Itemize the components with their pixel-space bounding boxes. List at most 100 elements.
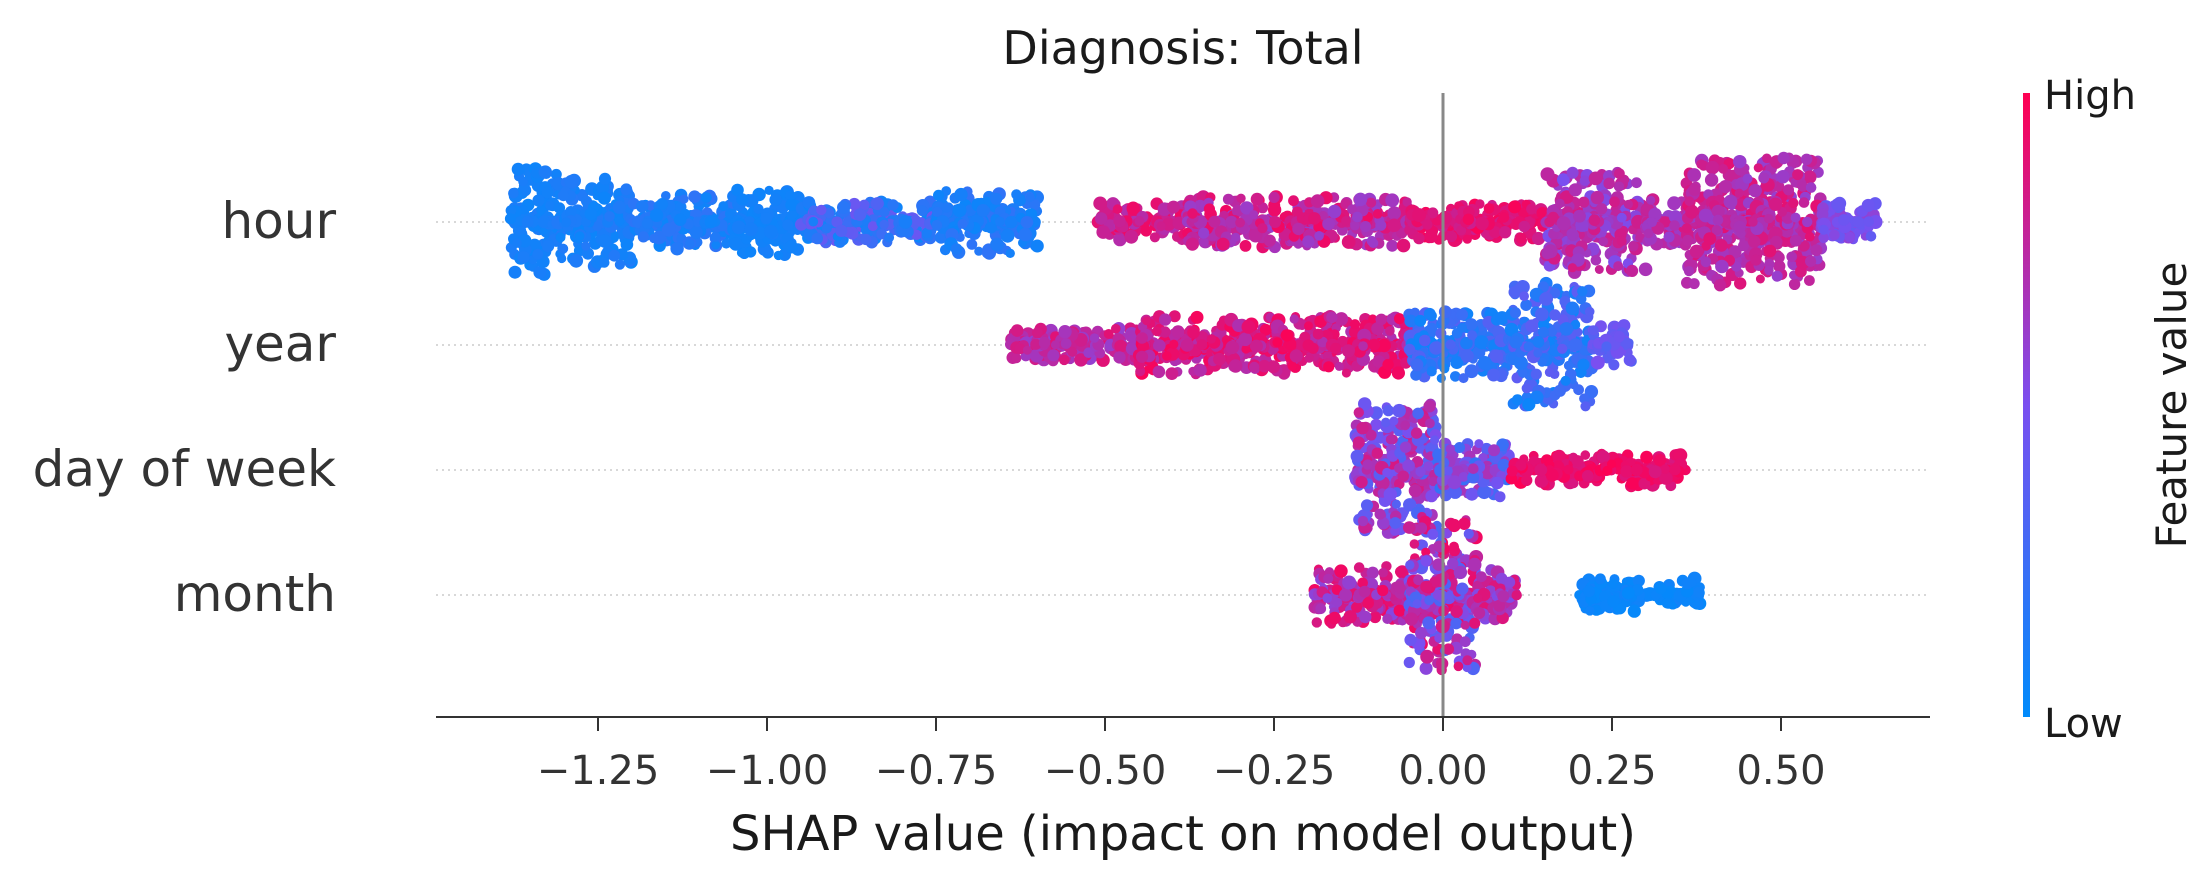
shap-point bbox=[512, 238, 522, 248]
shap-point bbox=[1616, 212, 1627, 223]
shap-point bbox=[1350, 449, 1364, 463]
shap-point bbox=[1113, 232, 1127, 247]
shap-point bbox=[1609, 196, 1620, 208]
shap-point bbox=[785, 198, 798, 211]
shap-point bbox=[858, 199, 870, 211]
shap-point bbox=[853, 208, 867, 221]
shap-point bbox=[1590, 355, 1605, 370]
shap-point bbox=[545, 200, 556, 211]
shap-point bbox=[1135, 350, 1149, 363]
shap-point bbox=[1753, 163, 1763, 173]
shap-point bbox=[1630, 463, 1643, 476]
shap-point bbox=[1050, 340, 1060, 350]
shap-point bbox=[1595, 203, 1608, 215]
shap-point bbox=[1198, 227, 1210, 239]
shap-point bbox=[1800, 153, 1813, 165]
shap-point bbox=[1415, 466, 1426, 477]
shap-point bbox=[802, 196, 816, 209]
shap-point bbox=[1267, 203, 1282, 217]
shap-point bbox=[1263, 234, 1276, 247]
shap-point bbox=[1681, 223, 1692, 234]
shap-point bbox=[1308, 212, 1321, 225]
shap-point bbox=[620, 183, 633, 196]
shap-point bbox=[1365, 429, 1377, 441]
shap-point bbox=[1547, 326, 1557, 337]
shap-point bbox=[976, 204, 990, 217]
shap-point bbox=[1402, 459, 1415, 473]
shap-point bbox=[784, 240, 798, 254]
shap-point bbox=[1352, 211, 1363, 223]
shap-point bbox=[1802, 216, 1813, 228]
shap-point bbox=[744, 222, 758, 237]
shap-point bbox=[1477, 485, 1492, 500]
shap-point bbox=[1400, 420, 1411, 431]
shap-point bbox=[1748, 217, 1758, 227]
shap-point bbox=[1317, 336, 1328, 348]
shap-point bbox=[1790, 212, 1801, 223]
shap-point bbox=[1312, 328, 1324, 340]
shap-point bbox=[1162, 351, 1172, 361]
shap-point bbox=[1385, 193, 1400, 208]
shap-point bbox=[1404, 633, 1417, 647]
shap-point bbox=[1288, 195, 1299, 207]
shap-point bbox=[1165, 367, 1179, 380]
shap-point bbox=[1216, 237, 1230, 251]
shap-point bbox=[1465, 318, 1478, 331]
shap-point bbox=[1418, 334, 1431, 347]
shap-point bbox=[1377, 517, 1390, 530]
shap-point bbox=[1359, 221, 1372, 233]
shap-point bbox=[1508, 286, 1521, 299]
shap-point bbox=[1539, 292, 1553, 306]
shap-point bbox=[1568, 478, 1579, 489]
shap-point bbox=[1786, 251, 1797, 263]
shap-point bbox=[1315, 603, 1327, 615]
shap-point bbox=[1588, 214, 1601, 226]
shap-point bbox=[1385, 434, 1396, 445]
shap-point bbox=[1588, 171, 1603, 186]
shap-point bbox=[1863, 216, 1874, 227]
shap-point bbox=[1829, 229, 1840, 241]
shap-point bbox=[1762, 153, 1772, 164]
shap-point bbox=[1457, 322, 1467, 333]
shap-point bbox=[1474, 439, 1484, 449]
shap-point bbox=[1553, 384, 1566, 397]
shap-point bbox=[1018, 227, 1032, 242]
shap-point bbox=[966, 239, 978, 250]
shap-point bbox=[1425, 418, 1435, 429]
shap-point bbox=[1014, 343, 1026, 355]
shap-point bbox=[614, 216, 625, 227]
shap-point bbox=[1462, 655, 1473, 666]
shap-point bbox=[1546, 468, 1559, 482]
shap-point bbox=[1556, 216, 1571, 231]
shap-point bbox=[1602, 465, 1613, 476]
shap-point bbox=[1030, 338, 1042, 350]
shap-point bbox=[1389, 416, 1399, 426]
shap-point bbox=[1494, 491, 1506, 503]
shap-point bbox=[1403, 656, 1415, 669]
shap-point bbox=[1225, 215, 1238, 229]
shap-point bbox=[884, 232, 895, 243]
shap-point bbox=[1734, 188, 1744, 198]
shap-point bbox=[1555, 198, 1565, 209]
shap-point bbox=[1631, 177, 1642, 189]
shap-point bbox=[1113, 215, 1126, 228]
shap-point bbox=[1362, 597, 1374, 609]
shap-point bbox=[1616, 236, 1627, 247]
shap-point bbox=[1468, 463, 1479, 475]
shap-point bbox=[1375, 219, 1387, 231]
shap-point bbox=[744, 246, 757, 258]
shap-point bbox=[1025, 193, 1035, 202]
shap-point bbox=[1852, 216, 1864, 228]
shap-point bbox=[635, 200, 649, 213]
shap-point bbox=[641, 218, 653, 229]
shap-point bbox=[1465, 487, 1479, 501]
shap-point bbox=[1362, 459, 1373, 470]
shap-point bbox=[1430, 435, 1440, 445]
swarm-hour bbox=[504, 151, 1883, 292]
shap-point bbox=[1377, 338, 1391, 353]
shap-point bbox=[1428, 476, 1438, 487]
shap-point bbox=[1521, 474, 1533, 486]
shap-point bbox=[1483, 203, 1495, 214]
shap-point bbox=[1311, 617, 1323, 628]
shap-point bbox=[1447, 475, 1462, 490]
